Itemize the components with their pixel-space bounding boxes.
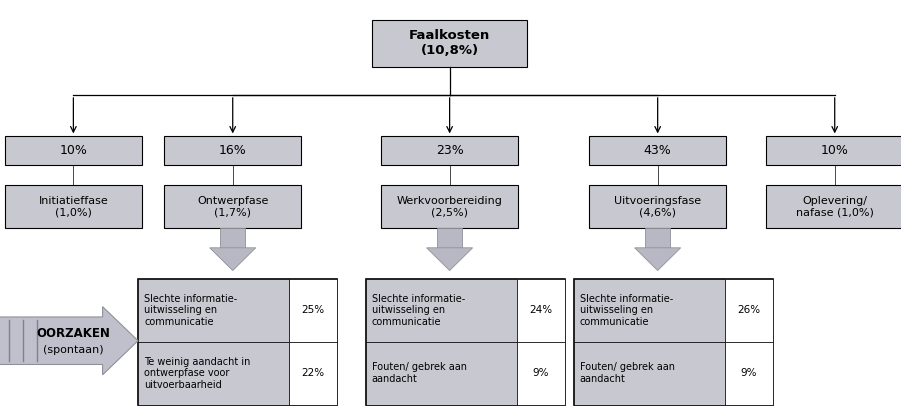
- Text: Slechte informatie-
uitwisseling en
communicatie: Slechte informatie- uitwisseling en comm…: [372, 294, 465, 327]
- Bar: [589, 185, 726, 228]
- Text: Te weinig aandacht in
ontwerpfase voor
uitvoerbaarheid: Te weinig aandacht in ontwerpfase voor u…: [144, 357, 250, 390]
- Text: 10%: 10%: [59, 144, 87, 157]
- Text: 10%: 10%: [821, 144, 849, 157]
- Bar: [138, 342, 289, 405]
- Text: 26%: 26%: [737, 305, 760, 315]
- Bar: [517, 279, 565, 342]
- Text: OORZAKEN: OORZAKEN: [36, 327, 110, 340]
- Bar: [381, 185, 518, 228]
- Bar: [517, 342, 565, 405]
- Bar: [574, 279, 773, 405]
- Bar: [372, 19, 527, 67]
- Text: Slechte informatie-
uitwisseling en
communicatie: Slechte informatie- uitwisseling en comm…: [579, 294, 673, 327]
- Bar: [366, 342, 517, 405]
- Bar: [164, 185, 301, 228]
- Text: Slechte informatie-
uitwisseling en
communicatie: Slechte informatie- uitwisseling en comm…: [144, 294, 238, 327]
- Text: (spontaan): (spontaan): [43, 345, 104, 355]
- Text: Faalkosten
(10,8%): Faalkosten (10,8%): [409, 29, 490, 57]
- Bar: [589, 136, 726, 165]
- Polygon shape: [210, 248, 256, 271]
- Text: Initiatieffase
(1,0%): Initiatieffase (1,0%): [39, 196, 108, 217]
- Text: 43%: 43%: [644, 144, 671, 157]
- Bar: [221, 228, 245, 248]
- Bar: [5, 136, 142, 165]
- Text: 22%: 22%: [302, 368, 325, 378]
- Bar: [164, 136, 301, 165]
- Text: 25%: 25%: [302, 305, 325, 315]
- Text: 9%: 9%: [532, 368, 549, 378]
- Text: Uitvoeringsfase
(4,6%): Uitvoeringsfase (4,6%): [614, 196, 701, 217]
- Bar: [366, 279, 517, 342]
- Bar: [381, 136, 518, 165]
- Polygon shape: [634, 248, 680, 271]
- Bar: [5, 185, 142, 228]
- Text: Fouten/ gebrek aan
aandacht: Fouten/ gebrek aan aandacht: [372, 363, 467, 384]
- Bar: [138, 279, 337, 405]
- Text: 24%: 24%: [529, 305, 552, 315]
- Bar: [645, 228, 670, 248]
- Bar: [289, 279, 337, 342]
- Bar: [766, 136, 901, 165]
- Bar: [766, 185, 901, 228]
- Polygon shape: [426, 248, 473, 271]
- Polygon shape: [0, 306, 138, 375]
- Bar: [366, 279, 565, 405]
- Text: Oplevering/
nafase (1,0%): Oplevering/ nafase (1,0%): [796, 196, 874, 217]
- Text: Fouten/ gebrek aan
aandacht: Fouten/ gebrek aan aandacht: [579, 363, 675, 384]
- Bar: [289, 342, 337, 405]
- Bar: [725, 279, 773, 342]
- Text: 16%: 16%: [219, 144, 247, 157]
- Bar: [574, 279, 725, 342]
- Text: 9%: 9%: [741, 368, 757, 378]
- Text: Ontwerpfase
(1,7%): Ontwerpfase (1,7%): [197, 196, 268, 217]
- Text: 23%: 23%: [436, 144, 463, 157]
- Bar: [574, 342, 725, 405]
- Text: Werkvoorbereiding
(2,5%): Werkvoorbereiding (2,5%): [396, 196, 503, 217]
- Bar: [138, 279, 289, 342]
- Bar: [725, 342, 773, 405]
- Bar: [437, 228, 462, 248]
